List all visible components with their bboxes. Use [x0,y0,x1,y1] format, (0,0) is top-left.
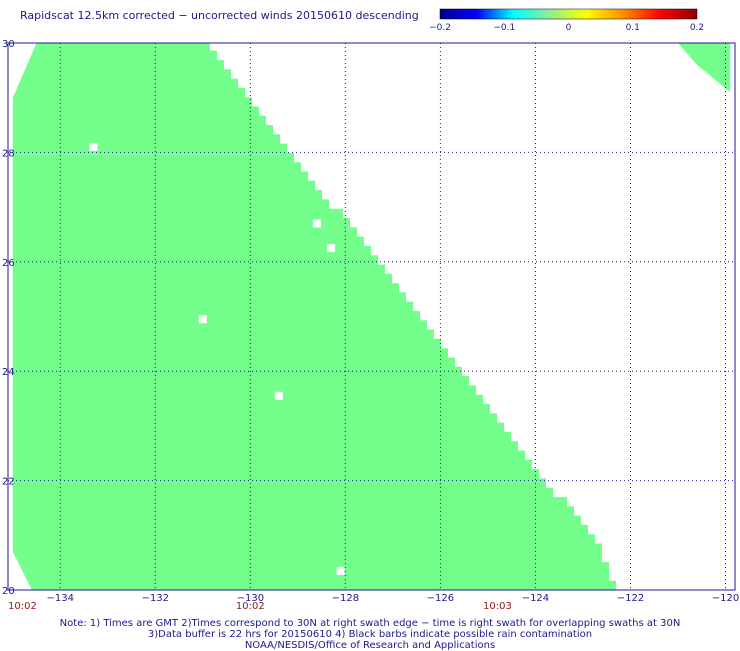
x-tick-label: −130 [237,593,264,604]
y-tick-label: 22 [2,477,15,488]
colorbar-tick-label: 0 [566,23,572,33]
y-tick-label: 26 [2,258,15,269]
data-gap [274,391,283,400]
colorbar-tick-label: −0.1 [493,23,515,33]
data-gap [327,244,336,253]
footnote-buffer: 3)Data buffer is 22 hrs for 20150610 4) … [147,629,593,640]
x-tick-label: −126 [427,593,454,604]
y-tick-label: 24 [2,367,15,378]
axis-layer: −134 −132 −130 −128 −126 −124 −122 −120 20 22 24 26… [2,39,739,612]
chart-title: Rapidscat 12.5km corrected − uncorrected… [20,9,419,22]
data-gap [198,315,207,324]
x-tick-label: −120 [712,593,739,604]
swath-layer [12,43,731,590]
footnote-credit: NOAA/NESDIS/Office of Research and Appli… [244,640,496,651]
x-tick-label: −134 [47,593,74,604]
swath-time-label: 10:02 [236,601,265,612]
colorbar-tick-label: 0.2 [690,23,704,33]
data-gap [336,566,345,575]
y-tick-label: 28 [2,148,15,159]
footnote-times: Note: 1) Times are GMT 2)Times correspon… [59,618,681,629]
swath-time-label: 10:02 [8,601,37,612]
x-tick-label: −124 [522,593,549,604]
data-gap [312,219,321,228]
swath-northeast [678,43,731,93]
y-tick-label: 30 [2,39,15,50]
swath-time-label: 10:03 [483,601,512,612]
colorbar-tick-label: −0.2 [429,23,451,33]
plot-frame [7,42,736,591]
data-gap [89,142,98,151]
x-tick-label: −122 [617,593,644,604]
y-tick-label: 20 [2,586,15,597]
x-tick-label: −132 [142,593,169,604]
colorbar: −0.2 −0.1 0 0.1 0.2 [429,8,704,33]
colorbar-ramp [439,8,698,20]
colorbar-tick-label: 0.1 [626,23,640,33]
swath-main [12,43,617,590]
x-tick-label: −128 [332,593,359,604]
